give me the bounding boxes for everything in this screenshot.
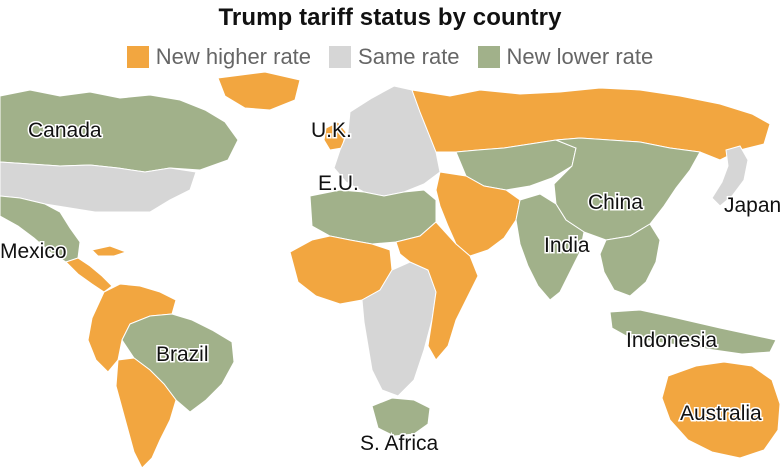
- legend-swatch-lower: [477, 46, 500, 68]
- legend-label-same: Same rate: [358, 44, 460, 69]
- legend-label-lower: New lower rate: [506, 44, 654, 69]
- country-southeast-asia: [599, 223, 661, 297]
- country-europe: [333, 85, 441, 197]
- label-canada: Canada: [28, 119, 102, 142]
- label-japan: Japan: [724, 194, 780, 217]
- legend-item-lower: New lower rate: [477, 44, 654, 70]
- map-title: Trump tariff status by country: [218, 4, 562, 31]
- label-south-africa: S. Africa: [360, 432, 439, 455]
- country-greenland: [217, 71, 301, 111]
- country-east-africa: [395, 221, 479, 361]
- label-mexico: Mexico: [0, 240, 67, 263]
- country-central-america: [65, 245, 128, 293]
- label-brazil: Brazil: [156, 343, 209, 366]
- country-central-africa: [361, 261, 437, 397]
- country-indonesia: [609, 309, 777, 355]
- legend-label-higher: New higher rate: [155, 44, 312, 69]
- legend: New higher rate Same rate New lower rate: [0, 44, 780, 70]
- label-uk: U.K.: [311, 119, 352, 142]
- country-middle-east: [435, 171, 521, 257]
- country-south-africa: [371, 397, 431, 437]
- country-japan: [711, 145, 749, 207]
- legend-swatch-higher: [126, 46, 149, 68]
- label-china: China: [588, 191, 643, 214]
- label-eu: E.U.: [318, 172, 359, 195]
- legend-item-same: Same rate: [329, 44, 460, 70]
- label-india: India: [544, 234, 590, 257]
- country-china: [553, 137, 701, 241]
- label-australia: Australia: [680, 402, 762, 425]
- label-indonesia: Indonesia: [626, 329, 717, 352]
- country-argentina: [115, 357, 177, 469]
- country-australia: [661, 361, 780, 459]
- legend-item-higher: New higher rate: [126, 44, 312, 70]
- legend-swatch-same: [329, 46, 352, 68]
- country-india: [515, 193, 585, 301]
